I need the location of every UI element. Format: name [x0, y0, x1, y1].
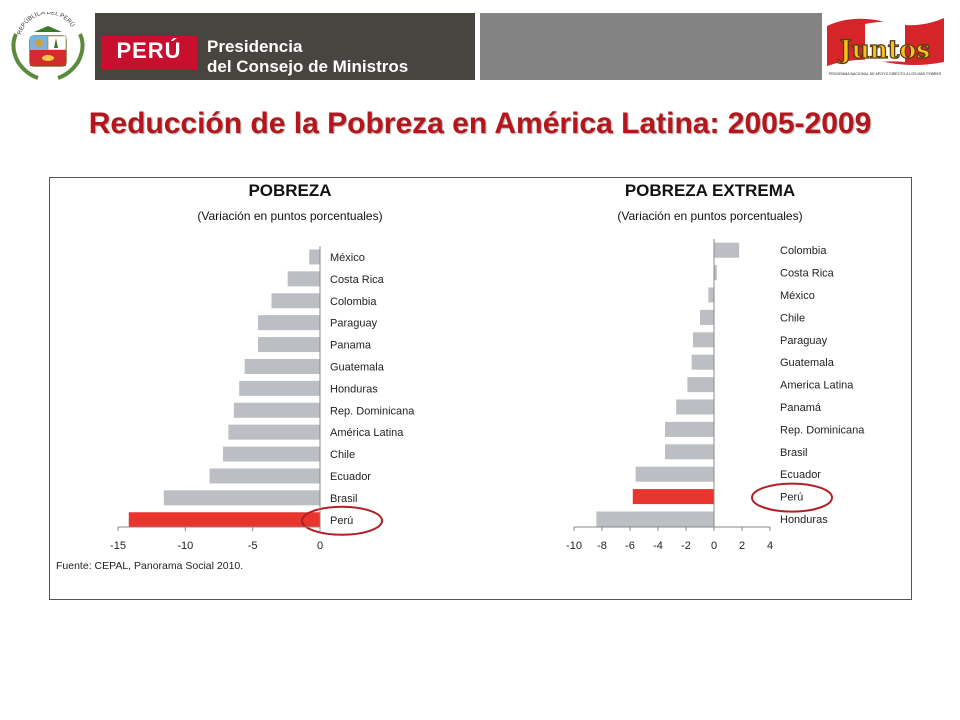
- poverty-bar: [271, 293, 320, 309]
- extreme-poverty-x-tick-label: -6: [625, 540, 635, 552]
- poverty-bar: [287, 271, 320, 287]
- poverty-category-label: Rep. Dominicana: [330, 405, 415, 417]
- poverty-x-tick-label: -15: [110, 540, 126, 552]
- extreme-poverty-bar: [665, 421, 714, 437]
- poverty-category-label: Colombia: [330, 296, 377, 308]
- poverty-category-label: Costa Rica: [330, 274, 385, 286]
- poverty-bar: [223, 446, 320, 462]
- poverty-bar: [163, 490, 320, 506]
- extreme-poverty-bar: [691, 354, 714, 370]
- extreme-poverty-x-tick-label: -10: [566, 540, 582, 552]
- extreme-poverty-category-label: Honduras: [780, 514, 828, 526]
- poverty-category-label: Paraguay: [330, 318, 378, 330]
- poverty-category-label: América Latina: [330, 427, 404, 439]
- extreme-poverty-bar: [632, 489, 714, 505]
- extreme-poverty-bar: [665, 444, 714, 460]
- slide-title: Reducción de la Pobreza en América Latin…: [88, 107, 872, 140]
- poverty-category-label: Ecuador: [330, 471, 371, 483]
- extreme-poverty-category-label: America Latina: [780, 380, 854, 392]
- peru-badge: [101, 36, 197, 70]
- extreme-poverty-category-label: Ecuador: [780, 469, 821, 481]
- extreme-poverty-x-tick-label: -2: [681, 540, 691, 552]
- institution-line2: del Consejo de Ministros: [207, 57, 409, 76]
- extreme-poverty-category-label: Costa Rica: [780, 268, 835, 280]
- extreme-poverty-x-tick-label: 2: [739, 540, 745, 552]
- extreme-poverty-bar: [596, 511, 714, 527]
- poverty-x-tick-label: 0: [317, 540, 323, 552]
- juntos-subtext: PROGRAMA NACIONAL DE APOYO DIRECTO A LOS…: [829, 72, 942, 76]
- poverty-highlight-circle: [301, 505, 383, 536]
- extreme-poverty-chart-title: POBREZA EXTREMA: [624, 181, 796, 200]
- extreme-poverty-category-label: México: [780, 290, 815, 302]
- extreme-poverty-bar: [700, 309, 714, 325]
- poverty-bar: [258, 337, 320, 353]
- poverty-category-label: Guatemala: [330, 361, 385, 373]
- extreme-poverty-bar: [635, 466, 714, 482]
- institution-line1: Presidencia: [207, 37, 303, 56]
- extreme-poverty-category-label: Guatemala: [780, 357, 835, 369]
- extreme-poverty-bar: [714, 242, 740, 258]
- source-note: Fuente: CEPAL, Panorama Social 2010.: [56, 560, 244, 572]
- poverty-bar: [309, 249, 320, 265]
- poverty-x-tick-label: -10: [177, 540, 193, 552]
- extreme-poverty-category-label: Perú: [780, 492, 803, 504]
- extreme-poverty-x-tick-label: 4: [767, 540, 773, 552]
- extreme-poverty-category-label: Panamá: [780, 402, 822, 414]
- poverty-bar: [258, 315, 320, 331]
- extreme-poverty-bar: [714, 265, 717, 281]
- juntos-wordmark: Juntos: [838, 35, 930, 64]
- extreme-poverty-bar: [676, 399, 714, 415]
- poverty-category-label: Chile: [330, 449, 355, 461]
- poverty-category-label: Honduras: [330, 383, 378, 395]
- header-gray-band: [480, 13, 822, 80]
- chart-frame: [49, 177, 912, 600]
- poverty-x-tick-label: -5: [248, 540, 258, 552]
- extreme-poverty-category-label: Colombia: [780, 245, 827, 257]
- extreme-poverty-bar: [693, 332, 714, 348]
- poverty-category-label: Perú: [330, 515, 353, 527]
- poverty-category-label: Panama: [330, 340, 372, 352]
- poverty-bar: [228, 424, 320, 440]
- poverty-bar: [244, 358, 320, 374]
- poverty-category-label: México: [330, 252, 365, 264]
- extreme-poverty-x-tick-label: -4: [653, 540, 663, 552]
- extreme-poverty-highlight-circle: [751, 482, 833, 513]
- extreme-poverty-category-label: Rep. Dominicana: [780, 424, 865, 436]
- poverty-bar: [128, 512, 320, 528]
- extreme-poverty-bar: [708, 287, 714, 303]
- extreme-poverty-x-tick-label: 0: [711, 540, 717, 552]
- poverty-chart-subtitle: (Variación en puntos porcentuales): [197, 209, 383, 223]
- peru-label: PERÚ: [116, 38, 182, 63]
- juntos-program-logo: Juntos PROGRAMA NACIONAL DE APOYO DIRECT…: [827, 18, 944, 76]
- poverty-bar: [239, 380, 320, 396]
- extreme-poverty-category-label: Brasil: [780, 447, 808, 459]
- extreme-poverty-chart-subtitle: (Variación en puntos porcentuales): [617, 209, 803, 223]
- extreme-poverty-category-label: Chile: [780, 312, 805, 324]
- poverty-category-label: Brasil: [330, 493, 358, 505]
- poverty-bar: [233, 402, 320, 418]
- extreme-poverty-x-tick-label: -8: [597, 540, 607, 552]
- peru-coat-of-arms-logo: REPÚBLICA DEL PERÚ: [11, 12, 85, 80]
- poverty-bar: [209, 468, 320, 484]
- extreme-poverty-bar: [687, 377, 714, 393]
- poverty-chart-title: POBREZA: [248, 181, 332, 200]
- extreme-poverty-category-label: Paraguay: [780, 335, 828, 347]
